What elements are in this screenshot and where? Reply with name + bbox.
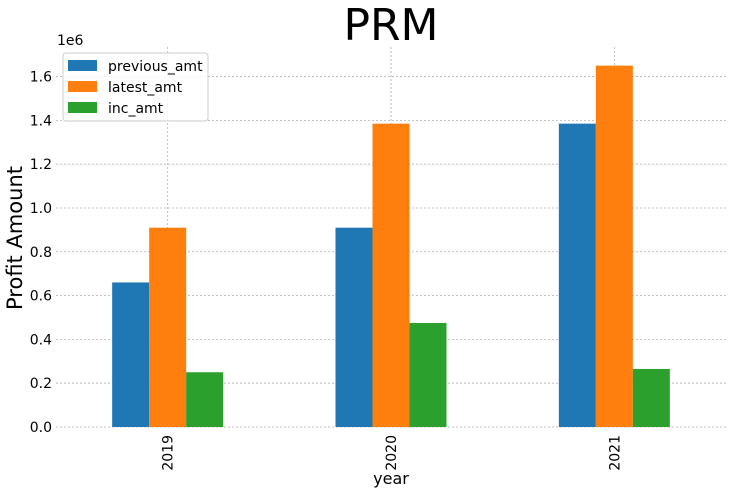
legend-swatch-previous_amt <box>68 60 97 71</box>
y-tick-label: 0.0 <box>30 420 52 436</box>
legend: previous_amt latest_amt inc_amt <box>62 52 209 122</box>
y-tick-label: 0.2 <box>30 376 52 392</box>
x-tick-label: 2019 <box>161 435 177 471</box>
x-tick-label: 2021 <box>607 435 623 471</box>
x-axis-label: year <box>373 469 409 488</box>
legend-box <box>62 52 209 122</box>
x-tick-labels: 2019 2020 2021 <box>161 435 624 471</box>
bar-inc_amt-2019 <box>186 372 224 427</box>
chart-title: PRM <box>343 0 438 51</box>
y-scale-label: 1e6 <box>57 33 84 49</box>
y-tick-label: 1.2 <box>30 157 52 173</box>
legend-label: previous_amt <box>108 59 203 75</box>
legend-swatch-inc_amt <box>68 102 97 113</box>
bar-previous_amt-2020 <box>335 227 373 427</box>
legend-label: inc_amt <box>108 101 164 117</box>
y-tick-labels: 0.0 0.2 0.4 0.6 0.8 1.0 1.2 1.4 1.6 <box>30 70 52 436</box>
legend-swatch-latest_amt <box>68 81 97 92</box>
y-tick-label: 1.6 <box>30 70 52 86</box>
bar-latest_amt-2020 <box>372 123 410 428</box>
bar-latest_amt-2019 <box>149 227 187 427</box>
bar-latest_amt-2021 <box>595 65 633 428</box>
y-tick-label: 0.8 <box>30 245 52 261</box>
y-tick-label: 0.4 <box>30 332 52 348</box>
bar-inc_amt-2021 <box>632 368 670 427</box>
bar-inc_amt-2020 <box>409 322 447 427</box>
bar-previous_amt-2021 <box>558 123 596 428</box>
y-axis-label: Profit Amount <box>3 166 27 310</box>
y-tick-label: 1.4 <box>30 113 52 129</box>
y-tick-label: 1.0 <box>30 201 52 217</box>
x-tick-label: 2020 <box>384 435 400 471</box>
bars <box>112 65 670 428</box>
bar-previous_amt-2019 <box>112 282 150 427</box>
legend-label: latest_amt <box>108 80 183 96</box>
y-tick-label: 0.6 <box>30 289 52 305</box>
